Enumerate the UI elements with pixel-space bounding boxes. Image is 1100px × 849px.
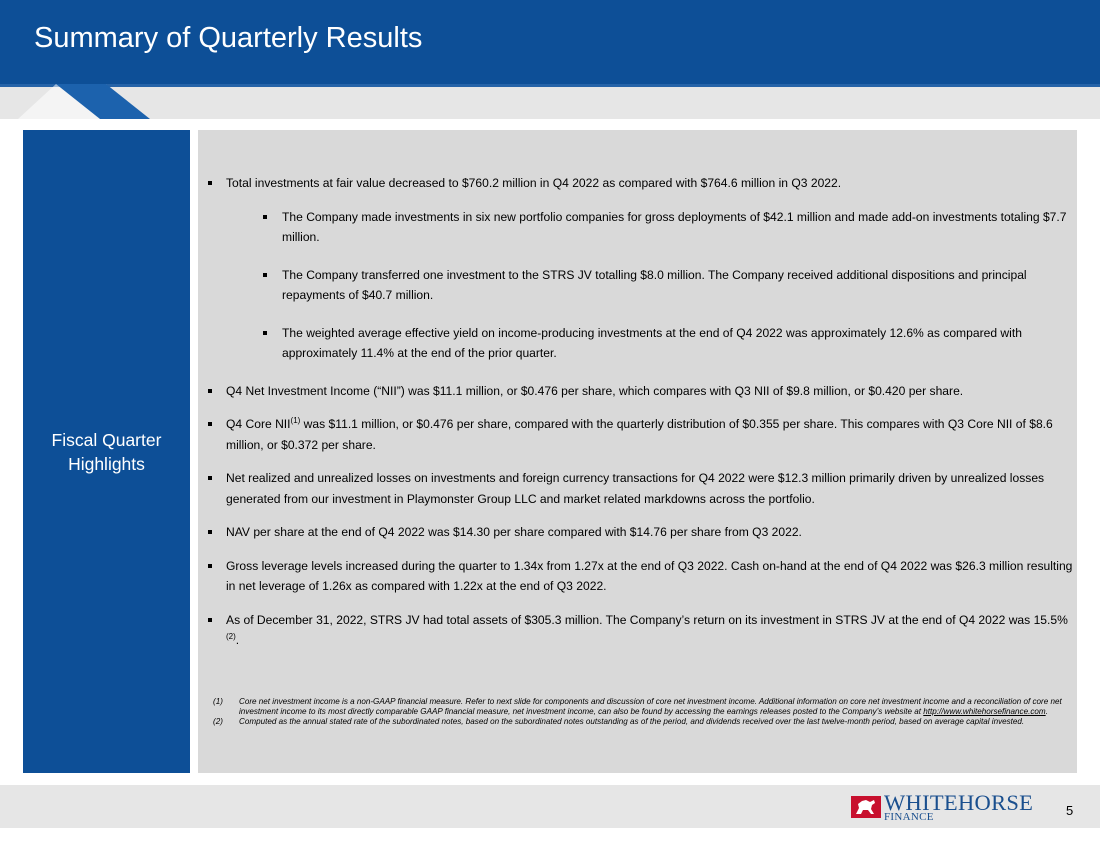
footnote-2: (2) Computed as the annual stated rate o… [213,717,1065,727]
sub-bullet-weighted-yield: The weighted average effective yield on … [205,323,1073,364]
core-nii-lead: Q4 Core NII [226,417,291,431]
decorative-chevron [18,84,150,119]
highlights-list: Total investments at fair value decrease… [205,173,1073,664]
bullet-nav-per-share: NAV per share at the end of Q4 2022 was … [205,522,1073,543]
footer-bar [0,785,1100,828]
sub-bullet-strs-transfer: The Company transferred one investment t… [205,265,1073,306]
logo-wordmark: WHITEHORSE [884,790,1034,815]
bullet-net-losses: Net realized and unrealized losses on in… [205,468,1073,509]
decorative-stripe [0,87,1100,119]
strs-jv-text: As of December 31, 2022, STRS JV had tot… [226,612,1068,627]
sidebar-title: Fiscal Quarter Highlights [51,429,162,474]
footnote-1-text: Core net investment income is a non-GAAP… [239,697,1062,716]
footnote-2-number: (2) [213,716,223,726]
footnote-1: (1) Core net investment income is a non-… [213,697,1065,717]
page-number: 5 [1066,803,1074,818]
website-link[interactable]: http://www.whitehorsefinance.com [923,706,1046,716]
footnote-1-number: (1) [213,697,223,706]
bullet-strs-jv: As of December 31, 2022, STRS JV had tot… [205,610,1073,651]
highlights-panel: Total investments at fair value decrease… [198,130,1077,773]
logo-subtitle: FINANCE [884,811,934,823]
strs-jv-end: . [235,633,240,647]
horse-logo-icon [851,796,881,818]
footnotes: (1) Core net investment income is a non-… [213,697,1065,727]
footnote-2-text: Computed as the annual stated rate of th… [239,716,1025,726]
sidebar-panel: Fiscal Quarter Highlights [23,130,190,773]
bullet-net-investment-income: Q4 Net Investment Income (“NII”) was $11… [205,381,1073,402]
core-nii-text: was $11.1 million, or $0.476 per share, … [226,417,1053,452]
header-bar: Summary of Quarterly Results [0,0,1100,84]
footnote-ref-1: (1) [290,415,301,425]
header-rule [0,84,1100,87]
page-title: Summary of Quarterly Results [34,22,423,54]
sub-bullet-new-investments: The Company made investments in six new … [205,207,1073,248]
bullet-leverage: Gross leverage levels increased during t… [205,556,1073,597]
footnote-1-end: . [1045,706,1048,716]
footnote-ref-2: (2) [226,631,236,641]
bullet-core-nii: Q4 Core NII(1) was $11.1 million, or $0.… [205,414,1073,455]
bullet-total-investments: Total investments at fair value decrease… [205,173,1073,194]
